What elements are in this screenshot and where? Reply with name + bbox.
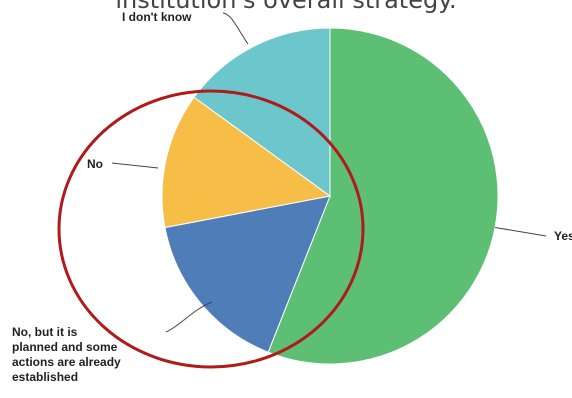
highlight-ellipse (57, 89, 365, 369)
leader-line-1 (165, 301, 213, 333)
slice-label-1: No, but it is planned and some actions are… (12, 325, 121, 384)
pie-slice-1 (164, 195, 331, 353)
pie-slice-2 (161, 96, 332, 229)
slice-label-2: No (87, 157, 103, 171)
pie-slice-0 (267, 27, 499, 365)
leader-line-3 (222, 12, 249, 45)
slice-label-3: I don't know (122, 10, 192, 24)
leader-line-0 (494, 226, 547, 237)
pie-slice-3 (193, 27, 331, 197)
leader-line-2 (111, 162, 159, 169)
chart-title: institution's overall strategy. (115, 0, 457, 14)
slice-label-0: Yes (554, 229, 572, 243)
